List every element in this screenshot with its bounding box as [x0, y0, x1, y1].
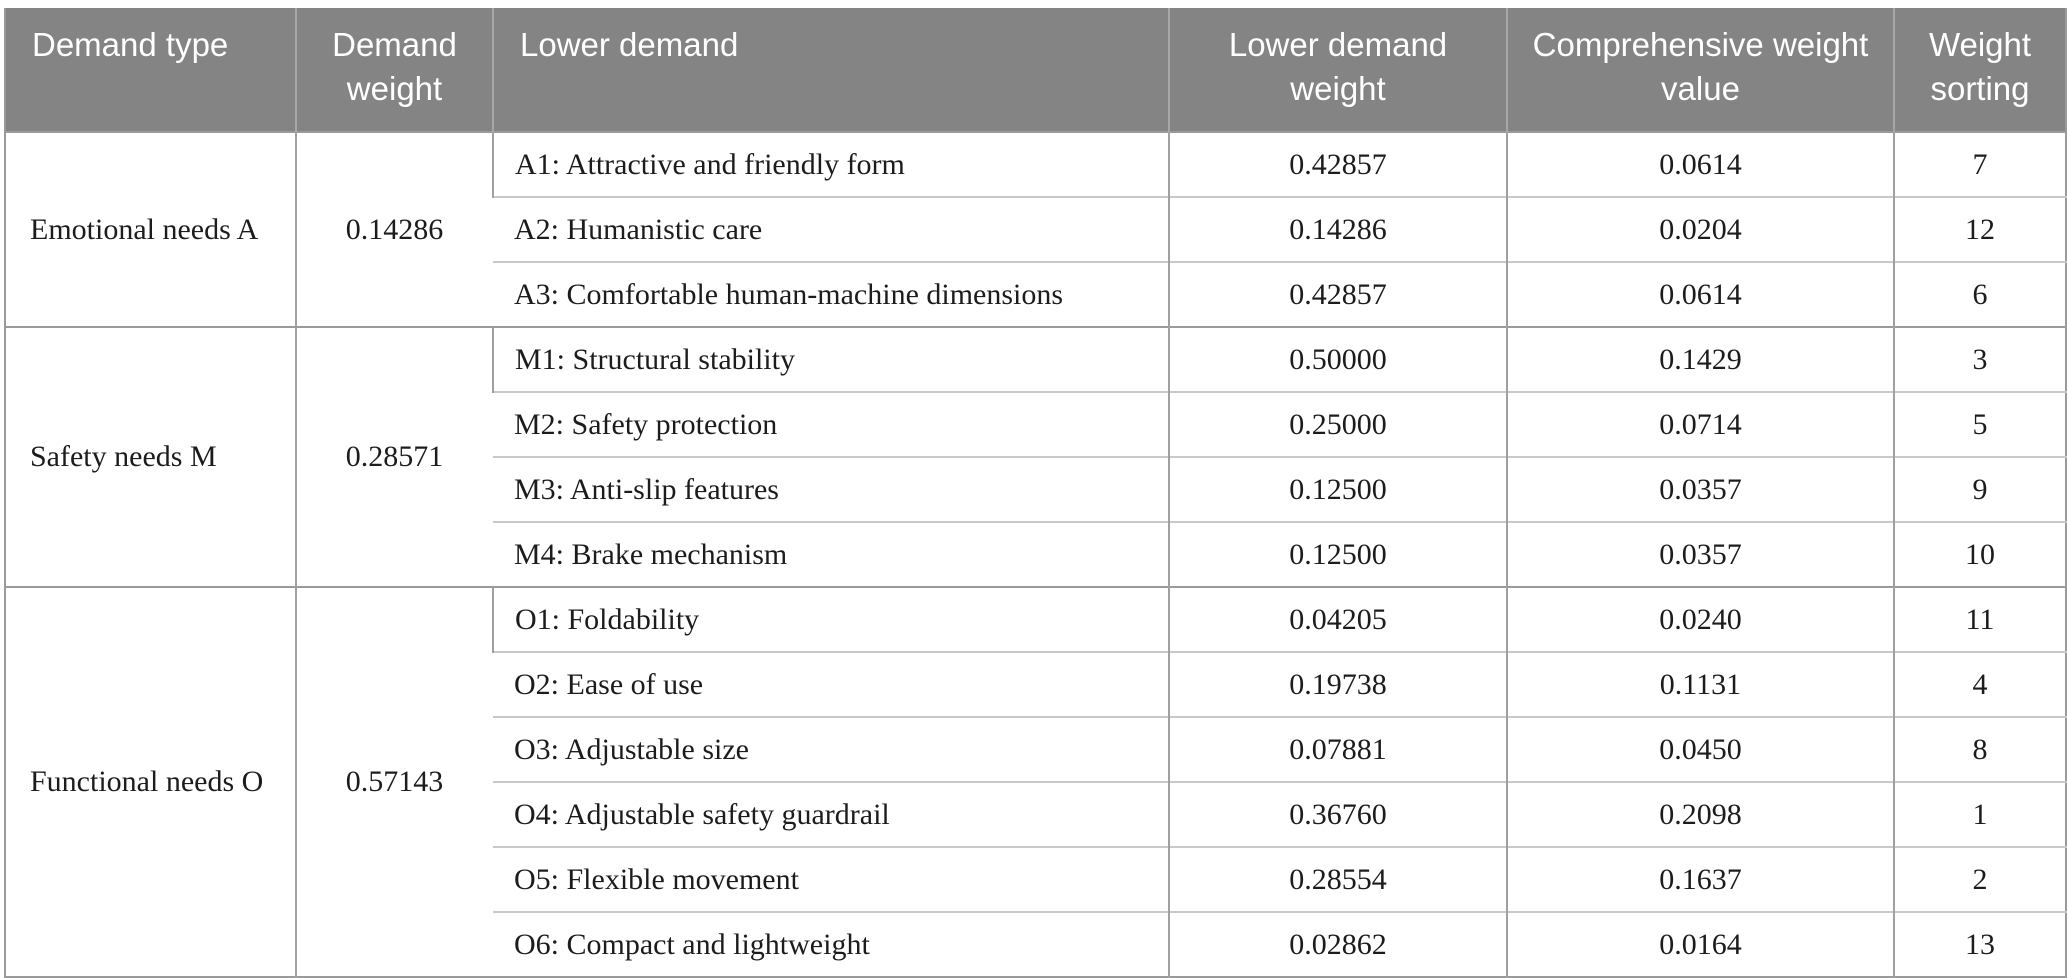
lower-demand-weight-cell: 0.07881	[1168, 716, 1507, 782]
column-header-demand-type: Demand type	[5, 8, 296, 132]
lower-demand-weight-cell: 0.02862	[1168, 911, 1507, 977]
lower-demand-weight-cell: 0.36760	[1168, 781, 1507, 847]
table-row: M2: Safety protection 0.25000 0.0714 5	[5, 391, 2066, 457]
weight-sorting-cell: 4	[1893, 651, 2066, 717]
comprehensive-weight-cell: 0.1637	[1506, 846, 1894, 912]
lower-demand-weight-cell: 0.42857	[1168, 131, 1507, 197]
column-header-demand-weight: Demand weight	[295, 8, 493, 132]
table-row: Emotional needs A 0.14286 A1: Attractive…	[5, 131, 2066, 327]
column-header-lower-demand: Lower demand	[492, 8, 1169, 132]
comprehensive-weight-cell: 0.1429	[1506, 326, 1894, 392]
comprehensive-weight-cell: 0.0357	[1506, 521, 1894, 587]
lower-demand-weight-cell: 0.12500	[1168, 521, 1507, 587]
demand-type-cell: Emotional needs A	[5, 131, 296, 327]
comprehensive-weight-cell: 0.0357	[1506, 456, 1894, 522]
lower-demand-cell: A3: Comfortable human-machine dimensions	[493, 261, 1169, 327]
table-body: Emotional needs A 0.14286 A1: Attractive…	[5, 131, 2066, 977]
weight-sorting-cell: 1	[1893, 781, 2066, 847]
column-header-comprehensive-weight: Comprehensive weight value	[1506, 8, 1894, 132]
lower-demand-cell: O3: Adjustable size	[493, 716, 1169, 782]
lower-demand-cell: A1: Attractive and friendly form	[492, 131, 1169, 197]
weight-sorting-cell: 5	[1893, 391, 2066, 457]
lower-demand-weight-cell: 0.50000	[1168, 326, 1507, 392]
table-row: O2: Ease of use 0.19738 0.1131 4	[5, 651, 2066, 717]
table-row: O5: Flexible movement 0.28554 0.1637 2	[5, 846, 2066, 912]
lower-demand-cell: M4: Brake mechanism	[493, 521, 1169, 587]
table-header: Demand type Demand weight Lower demand L…	[5, 8, 2066, 132]
weight-sorting-cell: 2	[1893, 846, 2066, 912]
table-row: A2: Humanistic care 0.14286 0.0204 12	[5, 196, 2066, 262]
demand-type-cell: Safety needs M	[5, 326, 296, 587]
lower-demand-weight-cell: 0.42857	[1168, 261, 1507, 327]
weight-sorting-cell: 3	[1893, 326, 2066, 392]
lower-demand-cell: O1: Foldability	[492, 586, 1169, 652]
demand-weight-cell: 0.28571	[295, 326, 493, 587]
column-header-lower-demand-weight: Lower demand weight	[1168, 8, 1507, 132]
comprehensive-weight-cell: 0.0450	[1506, 716, 1894, 782]
lower-demand-cell: M3: Anti-slip features	[493, 456, 1169, 522]
table-row: O4: Adjustable safety guardrail 0.36760 …	[5, 781, 2066, 847]
lower-demand-weight-cell: 0.28554	[1168, 846, 1507, 912]
table-row: Safety needs M 0.28571 M1: Structural st…	[5, 326, 2066, 587]
weight-sorting-cell: 10	[1893, 521, 2066, 587]
comprehensive-weight-cell: 0.0164	[1506, 911, 1894, 977]
lower-demand-weight-cell: 0.25000	[1168, 391, 1507, 457]
comprehensive-weight-cell: 0.0714	[1506, 391, 1894, 457]
lower-demand-cell: M2: Safety protection	[493, 391, 1169, 457]
weight-sorting-cell: 7	[1893, 131, 2066, 197]
lower-demand-cell: M1: Structural stability	[492, 326, 1169, 392]
weight-sorting-cell: 8	[1893, 716, 2066, 782]
comprehensive-weight-cell: 0.0204	[1506, 196, 1894, 262]
demand-weight-cell: 0.14286	[295, 131, 493, 327]
table-row: M4: Brake mechanism 0.12500 0.0357 10	[5, 521, 2066, 587]
comprehensive-weight-cell: 0.0614	[1506, 131, 1894, 197]
weights-table: Demand type Demand weight Lower demand L…	[4, 8, 2067, 978]
lower-demand-weight-cell: 0.12500	[1168, 456, 1507, 522]
lower-demand-cell: O5: Flexible movement	[493, 846, 1169, 912]
comprehensive-weight-cell: 0.2098	[1506, 781, 1894, 847]
lower-demand-cell: O2: Ease of use	[493, 651, 1169, 717]
lower-demand-weight-cell: 0.04205	[1168, 586, 1507, 652]
weight-sorting-cell: 12	[1893, 196, 2066, 262]
table-row: O3: Adjustable size 0.07881 0.0450 8	[5, 716, 2066, 782]
lower-demand-cell: A2: Humanistic care	[493, 196, 1169, 262]
table-row: Functional needs O 0.57143 O1: Foldabili…	[5, 586, 2066, 977]
weight-sorting-cell: 6	[1893, 261, 2066, 327]
table-row: A3: Comfortable human-machine dimensions…	[5, 261, 2066, 327]
comprehensive-weight-cell: 0.1131	[1506, 651, 1894, 717]
comprehensive-weight-cell: 0.0614	[1506, 261, 1894, 327]
lower-demand-weight-cell: 0.14286	[1168, 196, 1507, 262]
demand-type-cell: Functional needs O	[5, 586, 296, 977]
weight-sorting-cell: 13	[1893, 911, 2066, 977]
lower-demand-weight-cell: 0.19738	[1168, 651, 1507, 717]
weight-sorting-cell: 9	[1893, 456, 2066, 522]
header-row: Demand type Demand weight Lower demand L…	[5, 8, 2066, 132]
column-header-weight-sorting: Weight sorting	[1893, 8, 2066, 132]
table-row: M3: Anti-slip features 0.12500 0.0357 9	[5, 456, 2066, 522]
weight-sorting-cell: 11	[1893, 586, 2066, 652]
lower-demand-cell: O6: Compact and lightweight	[493, 911, 1169, 977]
lower-demand-cell: O4: Adjustable safety guardrail	[493, 781, 1169, 847]
comprehensive-weight-cell: 0.0240	[1506, 586, 1894, 652]
demand-weight-cell: 0.57143	[295, 586, 493, 977]
